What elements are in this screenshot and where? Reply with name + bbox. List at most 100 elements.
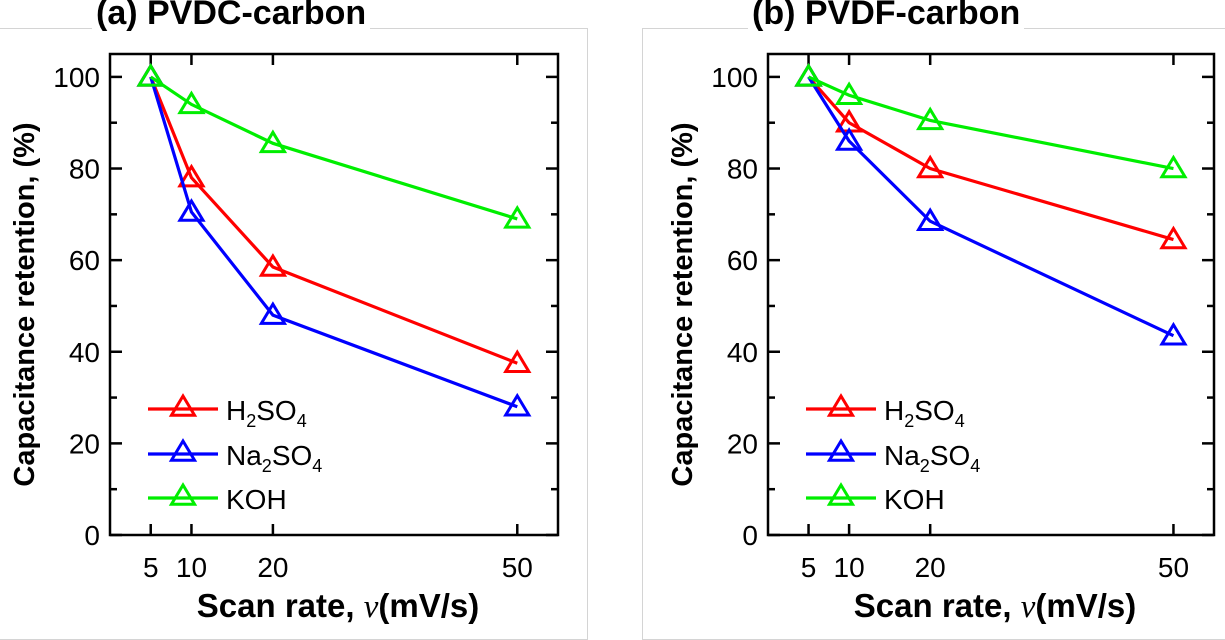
y-tick-label: 40 xyxy=(727,337,758,368)
data-point-marker xyxy=(915,154,945,179)
legend-label-subscript: 4 xyxy=(970,456,980,476)
legend-label: H2SO4 xyxy=(884,395,965,431)
x-tick-label: 10 xyxy=(176,552,207,583)
legend-label-subscript: 2 xyxy=(246,411,256,431)
legend-label: KOH xyxy=(226,484,287,515)
series-na2so4 xyxy=(136,62,532,417)
legend-marker xyxy=(168,482,198,506)
legend-item-h2so4: H2SO4 xyxy=(806,393,965,431)
legend-item-na2so4: Na2SO4 xyxy=(148,438,322,476)
data-point-marker xyxy=(258,301,288,325)
legend-label-rest: SO xyxy=(914,395,954,426)
data-point-marker xyxy=(834,81,864,105)
data-point-marker xyxy=(915,106,945,131)
legend-item-na2so4: Na2SO4 xyxy=(806,438,980,476)
legend-label-rest: SO xyxy=(930,440,970,471)
panel-b-title: (b) PVDF-carbon xyxy=(748,0,1025,30)
legend-marker xyxy=(826,482,856,506)
panel-a-title: (a) PVDC-carbon xyxy=(92,0,371,30)
legend-label-subscript: 4 xyxy=(955,411,965,431)
x-axis-label-text: Scan rate, xyxy=(197,587,364,624)
legend-label: Na2SO4 xyxy=(884,440,980,476)
data-point-marker xyxy=(1159,154,1188,179)
x-axis-label-unit: (mV/s) xyxy=(378,587,479,624)
x-tick-label: 5 xyxy=(143,552,159,583)
x-tick-label: 50 xyxy=(502,552,533,583)
x-axis-label-text: Scan rate, xyxy=(854,587,1021,624)
x-axis-label-symbol: ν xyxy=(1021,589,1036,625)
y-tick-label: 60 xyxy=(727,245,758,276)
x-tick-label: 20 xyxy=(257,552,288,583)
data-point-marker xyxy=(177,90,206,115)
data-point-marker xyxy=(503,349,532,373)
legend-item-h2so4: H2SO4 xyxy=(148,393,307,431)
data-point-marker xyxy=(1159,321,1188,346)
x-axis-label: Scan rate, ν(mV/s) xyxy=(854,587,1136,625)
legend-label-subscript: 2 xyxy=(904,411,914,431)
series-line xyxy=(807,75,1174,242)
series-line xyxy=(807,75,1174,171)
panel-b: 0 20 40 60 80 100 5 10 20 50 Scan rate, ν(mV/s) Cap… xyxy=(667,52,1216,625)
series-koh xyxy=(136,62,532,229)
x-axis-label-unit: (mV/s) xyxy=(1035,587,1136,624)
y-tick-label: 60 xyxy=(69,245,100,276)
y-tick-label: 0 xyxy=(84,520,100,551)
series-line xyxy=(807,76,1175,338)
y-axis-label: Capacitance retention, (%) xyxy=(667,122,699,486)
legend-label: H2SO4 xyxy=(226,395,307,431)
data-point-marker xyxy=(794,62,823,87)
data-point-marker xyxy=(503,392,532,417)
legend-label-main: Na xyxy=(884,440,920,471)
legend-label: Na2SO4 xyxy=(226,440,322,476)
plot-area-border xyxy=(766,52,1216,537)
panel-a: 0 20 40 60 80 100 5 10 20 50 Scan rate, ν(mV/s) Cap… xyxy=(9,52,560,625)
legend-marker xyxy=(168,393,198,417)
y-tick-label: 40 xyxy=(69,337,100,368)
x-axis-label: Scan rate, ν(mV/s) xyxy=(197,587,479,625)
legend-label-subscript: 2 xyxy=(920,456,930,476)
legend-label-rest: SO xyxy=(256,395,296,426)
data-point-marker xyxy=(1159,225,1188,250)
x-tick-label: 20 xyxy=(915,552,946,583)
x-tick-label: 50 xyxy=(1158,552,1189,583)
data-point-marker xyxy=(258,253,288,277)
panel-a-frame xyxy=(0,28,588,640)
x-tick-label: 10 xyxy=(834,552,865,583)
legend-label-subscript: 4 xyxy=(312,456,322,476)
legend-marker xyxy=(168,438,198,462)
data-point-marker xyxy=(177,163,206,188)
legend-label-subscript: 4 xyxy=(297,411,307,431)
legend-marker xyxy=(826,393,856,417)
legend-label-rest: SO xyxy=(272,440,312,471)
legend-label-main: KOH xyxy=(884,484,945,515)
data-point-marker xyxy=(834,127,864,151)
y-axis-label: Capacitance retention, (%) xyxy=(9,122,41,486)
legend-label-subscript: 2 xyxy=(262,456,272,476)
y-tick-label: 20 xyxy=(69,428,100,459)
x-tick-label: 5 xyxy=(801,552,817,583)
y-tick-label: 0 xyxy=(742,520,758,551)
data-point-marker xyxy=(136,62,165,87)
y-tick-label: 20 xyxy=(727,428,758,459)
legend-label: KOH xyxy=(884,484,945,515)
legend-label-main: KOH xyxy=(226,484,287,515)
y-tick-label: 100 xyxy=(53,62,100,93)
series-line xyxy=(149,76,518,365)
legend-label-main: H xyxy=(226,395,246,426)
series-koh xyxy=(794,62,1188,179)
x-axis-label-symbol: ν xyxy=(364,589,379,625)
data-point-marker xyxy=(503,204,532,229)
series-na2so4 xyxy=(794,62,1188,346)
legend-label-main: Na xyxy=(226,440,262,471)
legend-item-koh: KOH xyxy=(806,482,945,515)
data-point-marker xyxy=(915,207,945,231)
series-line xyxy=(149,75,518,221)
legend-marker xyxy=(826,438,856,462)
y-tick-label: 80 xyxy=(727,154,758,185)
legend-item-koh: KOH xyxy=(148,482,287,515)
data-point-marker xyxy=(258,129,288,154)
y-tick-label: 80 xyxy=(69,154,100,185)
